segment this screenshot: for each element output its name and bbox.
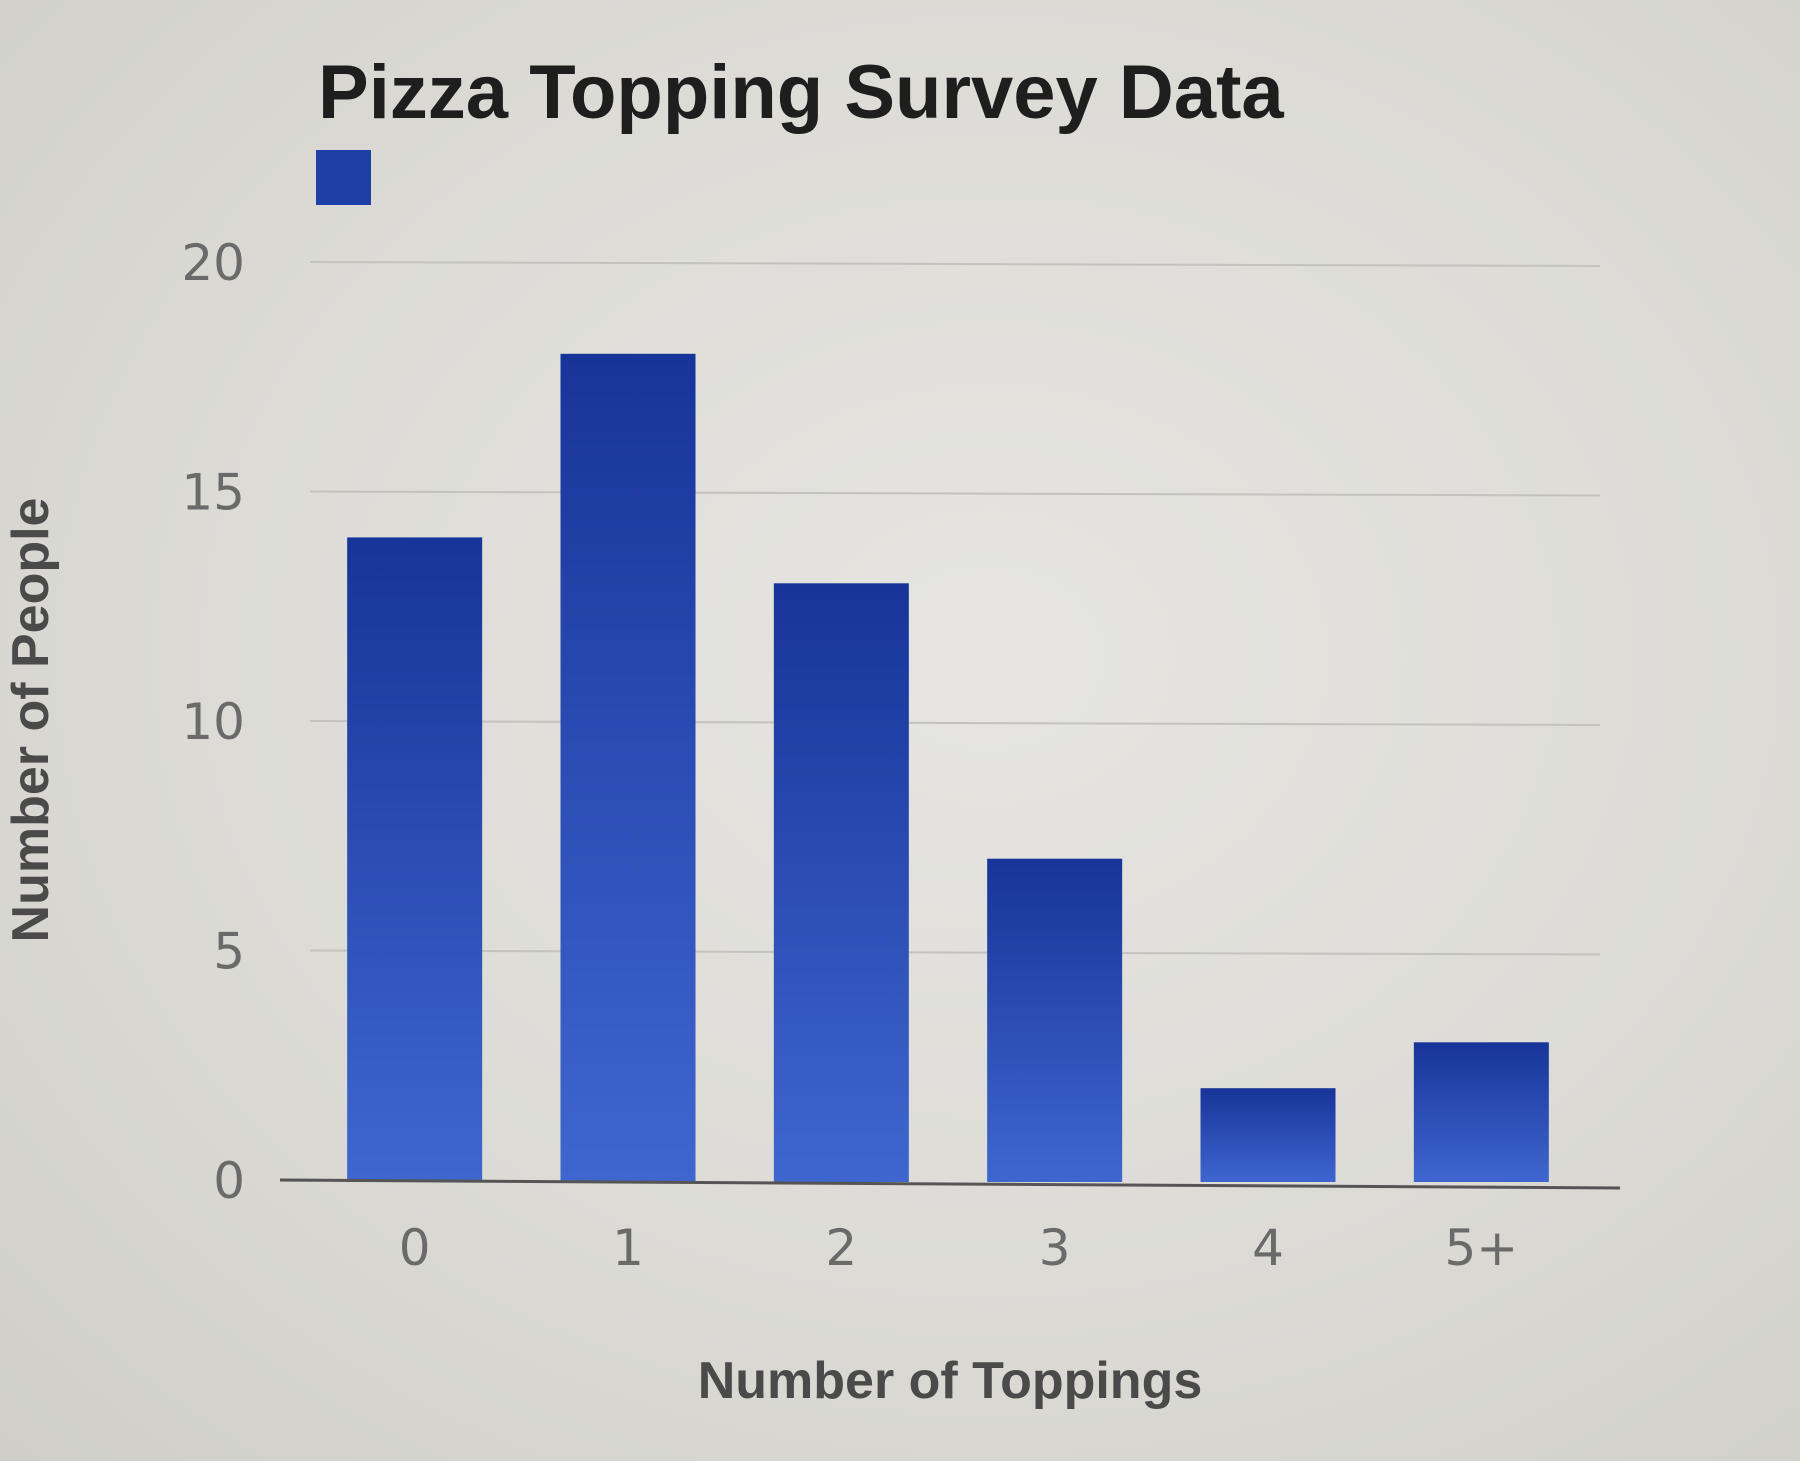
bar-5-plus bbox=[1413, 1042, 1549, 1182]
y-tick-label: 5 bbox=[213, 923, 245, 981]
y-tick-label: 20 bbox=[181, 234, 245, 292]
chart-title: Pizza Topping Survey Data bbox=[318, 50, 1284, 135]
y-tick-label: 15 bbox=[181, 464, 245, 522]
y-tick-label: 0 bbox=[213, 1152, 245, 1210]
bar-0 bbox=[347, 537, 483, 1182]
gridline bbox=[309, 720, 1601, 726]
gridline bbox=[309, 949, 1601, 956]
y-axis-title: Number of People bbox=[2, 498, 60, 943]
x-tick-label: 4 bbox=[1252, 1219, 1284, 1277]
bar-4 bbox=[1200, 1088, 1336, 1182]
gridline bbox=[309, 490, 1601, 497]
y-axis-ticks: 0 5 10 15 20 bbox=[181, 234, 245, 1210]
x-tick-label: 5+ bbox=[1444, 1219, 1518, 1277]
bar-3 bbox=[987, 858, 1123, 1182]
gridline bbox=[309, 261, 1601, 267]
x-tick-label: 2 bbox=[825, 1219, 857, 1277]
bar-1 bbox=[560, 353, 696, 1182]
bars bbox=[347, 353, 1549, 1182]
y-tick-label: 10 bbox=[181, 693, 245, 751]
x-tick-label: 1 bbox=[612, 1219, 644, 1277]
x-tick-label: 0 bbox=[399, 1219, 431, 1277]
x-axis-ticks: 0 1 2 3 4 5+ bbox=[399, 1219, 1518, 1277]
legend-swatch bbox=[316, 150, 371, 205]
bar-2 bbox=[773, 583, 909, 1182]
gridlines bbox=[309, 261, 1601, 956]
x-axis-title: Number of Toppings bbox=[698, 1352, 1203, 1410]
x-tick-label: 3 bbox=[1039, 1219, 1071, 1277]
x-axis-baseline bbox=[279, 1178, 1621, 1190]
